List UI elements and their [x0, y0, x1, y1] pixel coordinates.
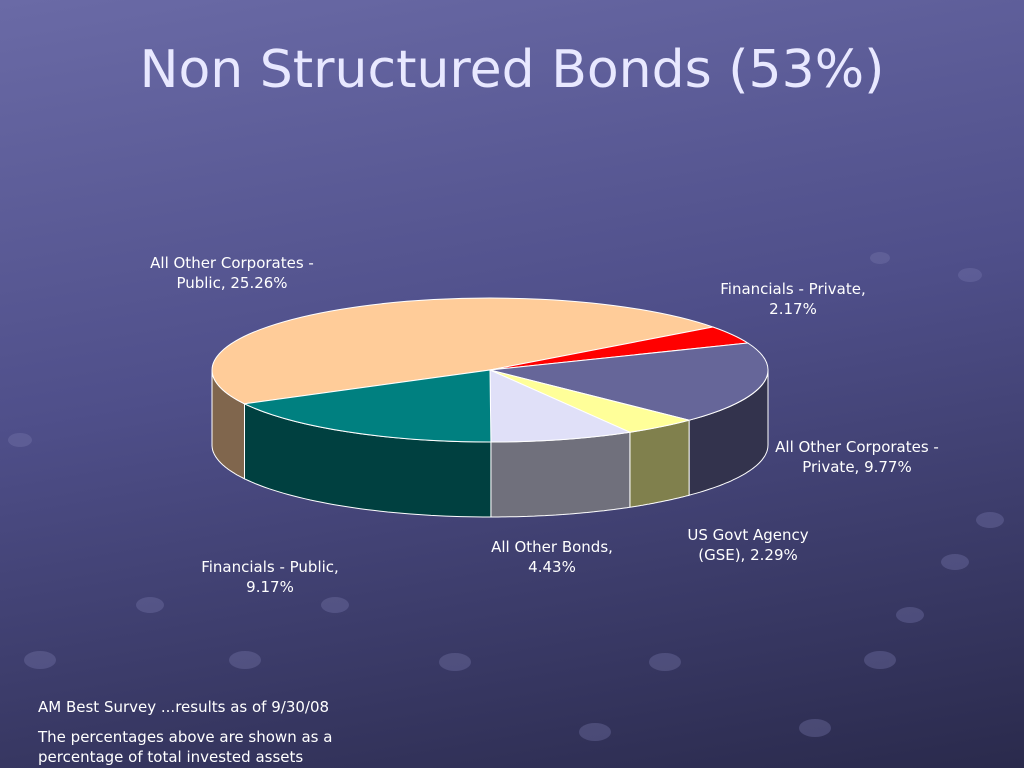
data-label: All Other Corporates - Public, 25.26%	[150, 254, 314, 292]
pie-slice	[242, 369, 492, 443]
background-dots	[8, 252, 1004, 741]
data-label: All Other Bonds, 4.43%	[491, 538, 613, 576]
data-label: US Govt Agency (GSE), 2.29%	[687, 526, 809, 564]
data-label: All Other Corporates - Private, 9.77%	[775, 438, 939, 476]
pie-side	[490, 431, 631, 518]
pie-slice	[211, 297, 715, 405]
chart-title: Non Structured Bonds (53%)	[139, 40, 885, 100]
data-label: Financials - Public, 9.17%	[201, 558, 339, 596]
note: AM Best Survey ...results as of 9/30/08	[38, 698, 330, 716]
note: The percentages above are shown as a per…	[38, 728, 333, 766]
pie-side	[629, 419, 690, 508]
pie-slice	[489, 342, 769, 421]
pie-slice	[489, 369, 632, 443]
data-label: Financials - Private, 2.17%	[720, 280, 866, 318]
